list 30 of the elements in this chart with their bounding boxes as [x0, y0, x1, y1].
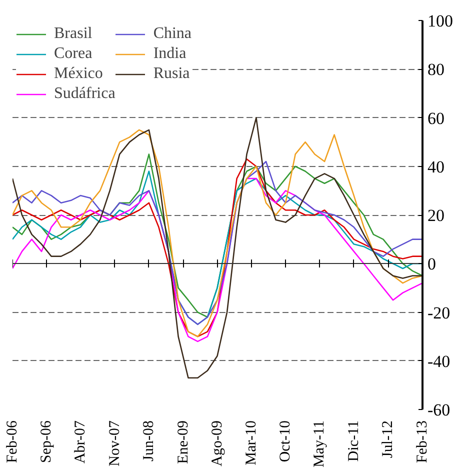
- x-tick-label: Oct-10: [278, 420, 294, 462]
- x-tick-label: Sep-06: [38, 420, 54, 463]
- x-tick-label: May-11: [312, 420, 328, 468]
- x-tick-label: Nov-07: [106, 420, 123, 466]
- y-tick-label: -60: [428, 400, 450, 420]
- x-tick-label: Feb-06: [4, 420, 20, 463]
- y-tick-label: 0: [428, 254, 436, 274]
- y-tick-label: 60: [428, 108, 444, 128]
- y-tick-label: 100: [428, 12, 453, 30]
- x-tick-label: Dic-11: [346, 420, 362, 462]
- legend-label: India: [153, 45, 186, 63]
- x-tick-label: Mar-10: [243, 420, 260, 466]
- y-tick-label: 80: [428, 60, 444, 80]
- x-tick-label: Feb-13: [414, 420, 430, 463]
- x-tick-label: Ago-09: [209, 420, 226, 466]
- x-tick-label: Abr-07: [72, 420, 88, 464]
- legend-label: Rusia: [153, 65, 190, 83]
- x-tick-label: Jun-08: [140, 420, 157, 462]
- legend-label: México: [54, 65, 103, 83]
- y-tick-label: 20: [428, 206, 444, 225]
- line-series: [12, 117, 422, 379]
- x-tick-label: Jul-12: [380, 420, 396, 458]
- y-tick-label: -20: [428, 303, 450, 322]
- x-tick-label: Ene-09: [175, 420, 192, 464]
- y-tick-label: 40: [428, 157, 444, 176]
- y-tick-label: -40: [428, 352, 450, 371]
- legend-label: Sudáfrica: [54, 85, 116, 103]
- legend-label: China: [153, 25, 192, 43]
- legend-label: Brasil: [54, 25, 92, 43]
- legend-label: Corea: [54, 45, 92, 63]
